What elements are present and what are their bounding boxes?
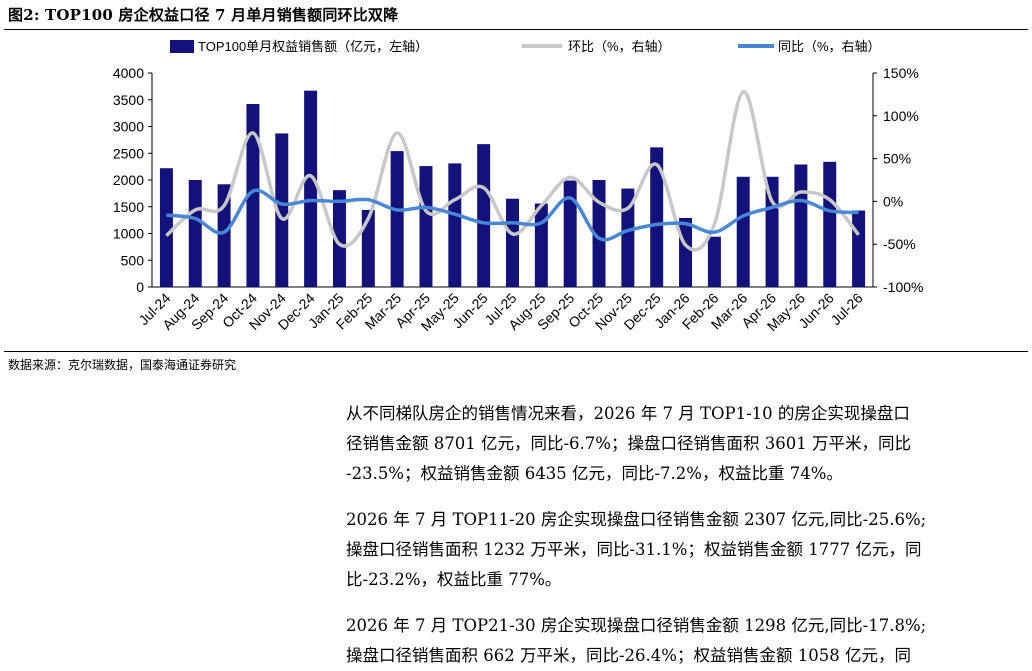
paragraph-1-line-3: -23.5%；权益销售金额 6435 亿元，同比-7.2%，权益比重 74%。 — [346, 464, 843, 483]
left-axis-tick-label: 3000 — [113, 119, 144, 135]
left-axis-tick-label: 4000 — [113, 65, 144, 81]
bar-may-25 — [448, 163, 462, 287]
bar-mar-26 — [736, 176, 750, 287]
paragraph-2-line-2: 操盘口径销售面积 1232 万平米，同比-31.1%；权益销售金额 1777 亿… — [346, 540, 922, 559]
bar-jan-26 — [679, 217, 693, 287]
bar-jun-26 — [823, 161, 837, 287]
bar-jul-26 — [852, 210, 866, 287]
bar-aug-24 — [188, 180, 202, 287]
bar-feb-26 — [707, 236, 721, 287]
right-axis-tick-label: 50% — [883, 151, 911, 167]
left-axis-tick-label: 3500 — [113, 92, 144, 108]
bar-may-26 — [794, 164, 808, 287]
bar-dec-24 — [304, 90, 318, 287]
legend-label-bar: TOP100单月权益销售额（亿元，左轴） — [198, 39, 428, 54]
right-axis-tick-label: -50% — [883, 236, 916, 252]
bar-jul-25 — [506, 198, 519, 287]
left-axis-tick-label: 1500 — [113, 199, 144, 215]
paragraph-3-line-1: 2026 年 7 月 TOP21-30 房企实现操盘口径销售金额 1298 亿元… — [346, 616, 927, 635]
bar-jul-24 — [159, 168, 173, 287]
bar-jun-25 — [477, 144, 491, 287]
paragraph-1: 从不同梯队房企的销售情况来看，2026 年 7 月 TOP1-10 的房企实现操… — [346, 399, 1028, 489]
bar-nov-25 — [621, 188, 635, 287]
legend-label-mom: 环比（%，右轴） — [568, 39, 671, 54]
bar-oct-25 — [592, 180, 606, 287]
figure-title: 图2: TOP100 房企权益口径 7 月单月销售额同环比双降 — [8, 6, 399, 24]
paragraph-1-line-2: 径销售金额 8701 亿元，同比-6.7%；操盘口径销售面积 3601 万平米，… — [346, 434, 911, 453]
mom-change-line — [165, 90, 860, 252]
right-axis-tick-label: -100% — [883, 279, 923, 295]
source-note: 数据来源：克尔瑞数据，国泰海通证券研究 — [8, 358, 237, 372]
paragraph-2-line-1: 2026 年 7 月 TOP11-20 房企实现操盘口径销售金额 2307 亿元… — [346, 510, 927, 529]
legend-swatch-bar — [170, 40, 194, 53]
title-rule — [4, 29, 1028, 30]
x-tick-label: Jul-26 — [827, 290, 865, 328]
paragraph-3-line-2: 操盘口径销售面积 662 万平米，同比-26.4%；权益销售金额 1058 亿元… — [346, 646, 911, 665]
left-axis-tick-label: 500 — [121, 252, 145, 268]
bar-apr-25 — [419, 166, 433, 287]
yoy-change-line — [166, 188, 859, 242]
source-rule — [4, 351, 1028, 352]
bar-mar-25 — [390, 151, 404, 287]
paragraph-3: 2026 年 7 月 TOP21-30 房企实现操盘口径销售金额 1298 亿元… — [346, 611, 1028, 671]
bar-sep-25 — [563, 180, 577, 287]
bar-dec-25 — [650, 147, 664, 287]
right-axis-tick-label: 0% — [883, 193, 903, 209]
bar-feb-25 — [361, 209, 375, 287]
left-axis-tick-label: 0 — [136, 279, 144, 295]
left-axis-tick-label: 2000 — [113, 172, 144, 188]
bar-aug-25 — [534, 203, 548, 287]
bar-oct-24 — [246, 104, 260, 287]
bar-jan-25 — [332, 190, 346, 287]
paragraph-2: 2026 年 7 月 TOP11-20 房企实现操盘口径销售金额 2307 亿元… — [346, 505, 1028, 595]
right-axis-tick-label: 150% — [883, 65, 919, 81]
left-axis-tick-label: 2500 — [113, 145, 144, 161]
right-axis-tick-label: 100% — [883, 108, 919, 124]
paragraph-2-line-3: 比-23.2%，权益比重 77%。 — [346, 570, 562, 589]
left-axis-tick-label: 1000 — [113, 226, 144, 242]
paragraph-1-line-1: 从不同梯队房企的销售情况来看，2026 年 7 月 TOP1-10 的房企实现操… — [346, 404, 910, 423]
sales-chart: 0 500 1000 1500 2000 2500 3000 3500 4000 -100% -50… — [113, 39, 924, 334]
legend-label-yoy: 同比（%，右轴） — [778, 39, 881, 54]
bar-nov-24 — [275, 133, 289, 287]
